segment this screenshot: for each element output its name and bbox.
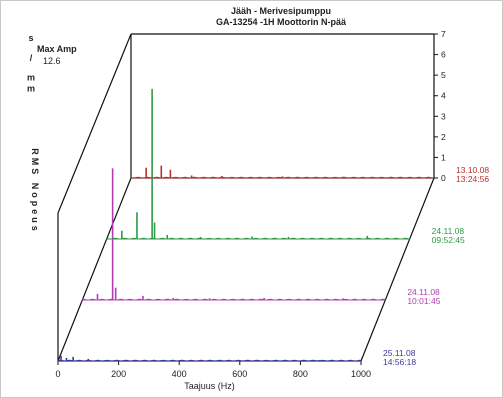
y-tick-label: 6 xyxy=(441,50,446,60)
x-tick-label: 1000 xyxy=(351,369,371,379)
left-depth-axis xyxy=(57,177,132,362)
series-date-label: 13.10.08 xyxy=(456,165,489,175)
y-axis-unit-label: m xyxy=(27,73,35,83)
chart-subtitle: GA-13254 -1H Moottorin N-pää xyxy=(215,17,347,27)
x-tick-label: 400 xyxy=(172,369,187,379)
chart-title: Jääh - Merivesipumppu xyxy=(230,6,332,16)
series-date-label: 25.11.08 xyxy=(383,348,416,358)
x-tick-label: 200 xyxy=(111,369,126,379)
left-top-diagonal xyxy=(57,33,132,214)
series-time-label: 13:24:56 xyxy=(456,174,489,184)
series-date-label: 24.11.08 xyxy=(407,287,440,297)
x-tick-label: 800 xyxy=(293,369,308,379)
y-axis-unit-label: s xyxy=(28,33,33,43)
y-tick-label: 3 xyxy=(441,111,446,121)
y-tick-label: 1 xyxy=(441,152,446,162)
x-tick-label: 0 xyxy=(55,369,60,379)
max-amp-value: 12.6 xyxy=(43,56,61,66)
y-axis-label: RMS Nopeus xyxy=(30,148,40,234)
y-tick-label: 0 xyxy=(441,173,446,183)
y-tick-label: 2 xyxy=(441,132,446,142)
series-time-label: 10:01:45 xyxy=(407,296,440,306)
y-tick-label: 4 xyxy=(441,91,446,101)
max-amp-label: Max Amp xyxy=(37,44,77,54)
x-axis-label: Taajuus (Hz) xyxy=(184,381,235,391)
y-axis-unit-label: m xyxy=(27,84,35,94)
x-tick-label: 600 xyxy=(232,369,247,379)
right-depth-axis xyxy=(360,177,435,362)
y-tick-label: 7 xyxy=(441,29,446,39)
series-time-label: 09:52:45 xyxy=(432,235,465,245)
y-axis-unit-label: / xyxy=(30,53,33,63)
y-tick-label: 5 xyxy=(441,70,446,80)
series-time-label: 14:56:18 xyxy=(383,357,416,367)
series-date-label: 24.11.08 xyxy=(432,226,465,236)
